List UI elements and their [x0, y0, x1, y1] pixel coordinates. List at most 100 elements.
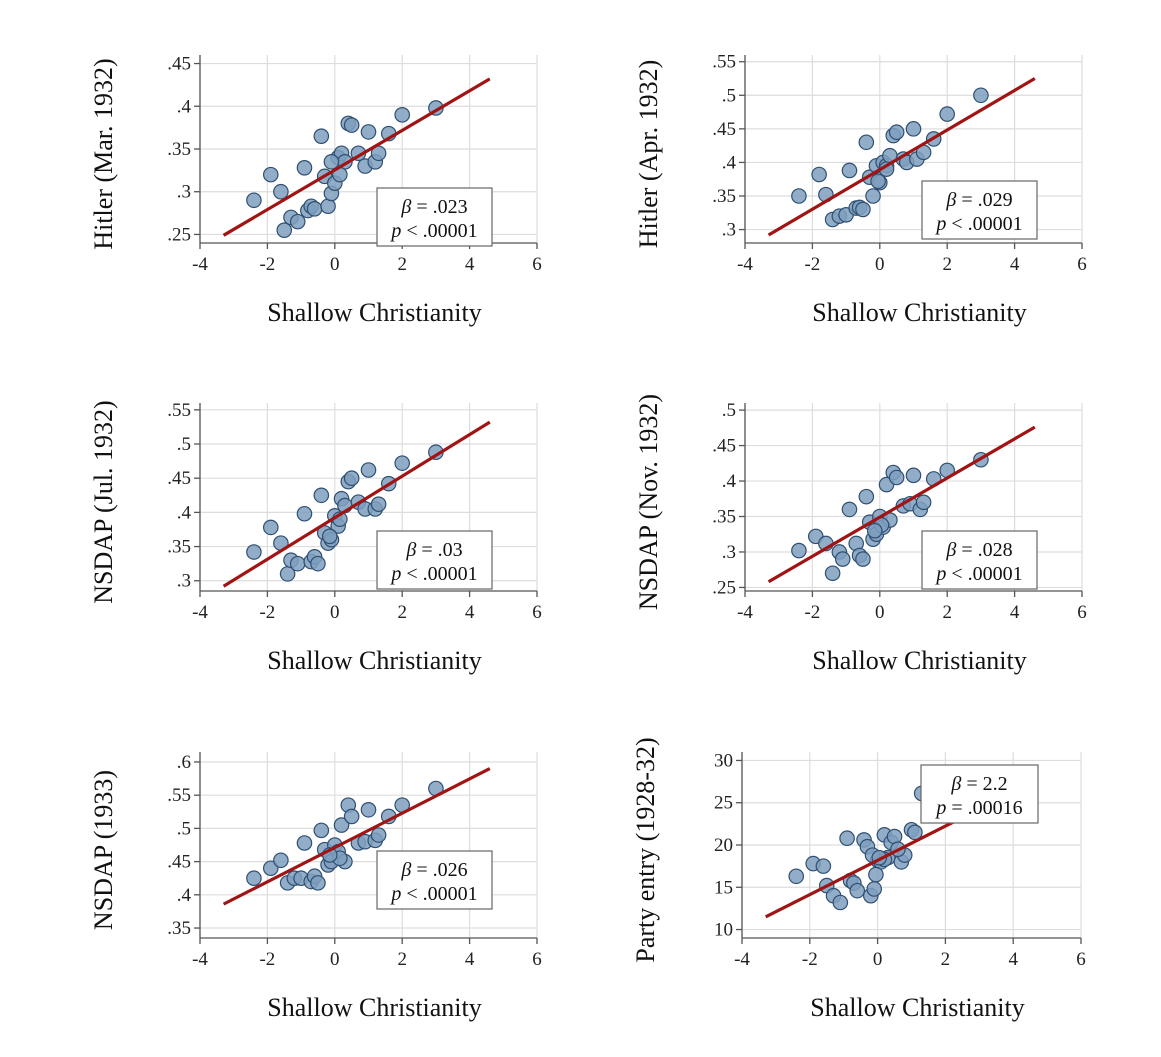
x-tick-label: 2: [397, 254, 407, 275]
scatter-point: [343, 808, 360, 825]
x-tick-label: 0: [330, 949, 340, 970]
scatter-point: [343, 470, 360, 486]
scatter-point: [360, 462, 377, 478]
x-tick-label: 4: [465, 602, 475, 623]
scatter-point: [865, 188, 881, 204]
annotation-box: [376, 850, 493, 910]
x-tick-label: -4: [737, 602, 753, 623]
x-tick-label: 0: [330, 602, 340, 623]
panel-4: -4 -2 0 2 4 6 .25 .3 .35 .4 .45 .5 Shallow Christian…: [634, 394, 1087, 675]
y-axis-label: NSDAP (Jul. 1932): [89, 400, 118, 603]
scatter-point: [289, 213, 306, 230]
beta-label: β = .028: [945, 539, 1012, 561]
scatter-point: [394, 455, 410, 471]
x-tick-label: -2: [804, 602, 820, 623]
p-value-label: p < .00001: [389, 220, 477, 242]
scatter-point: [839, 830, 855, 847]
p-value-label: p = .00016: [934, 797, 1022, 819]
annotation-box: [920, 764, 1039, 824]
scatter-point: [855, 201, 871, 218]
y-tick-label: 15: [714, 877, 733, 898]
y-tick-label: .45: [167, 54, 191, 75]
x-tick-label: -2: [804, 254, 820, 275]
p-value-label: p < .00001: [389, 883, 477, 905]
scatter-point: [273, 183, 289, 200]
y-tick-label: .35: [167, 918, 191, 939]
scatter-point: [868, 866, 884, 883]
scatter-point: [905, 467, 922, 484]
y-tick-label: .3: [177, 182, 191, 203]
x-axis-label: Shallow Christianity: [812, 646, 1027, 675]
x-axis-label: Shallow Christianity: [267, 298, 482, 327]
x-tick-label: 6: [1076, 949, 1086, 970]
scatter-point: [289, 555, 306, 572]
scatter-point: [791, 188, 807, 204]
scatter-point: [262, 166, 279, 183]
x-tick-label: 2: [942, 602, 952, 623]
y-axis-label: NSDAP (Nov. 1932): [634, 394, 663, 610]
y-tick-label: .55: [167, 785, 191, 806]
y-tick-label: .4: [177, 885, 192, 906]
y-tick-label: .5: [177, 434, 191, 455]
scatter-point: [973, 87, 989, 104]
y-tick-label: .4: [722, 152, 737, 173]
x-tick-label: -4: [192, 254, 208, 275]
p-value-label: p < .00001: [934, 563, 1022, 585]
x-tick-label: 0: [875, 254, 885, 275]
y-tick-label: .45: [712, 436, 736, 457]
scatter-point: [841, 162, 858, 179]
x-tick-label: 4: [465, 949, 475, 970]
beta-label: β = .026: [400, 859, 467, 881]
scatter-point: [858, 488, 875, 505]
x-tick-label: -4: [192, 949, 208, 970]
scatter-point: [246, 192, 262, 209]
y-tick-label: 30: [714, 750, 733, 771]
scatter-point: [866, 522, 883, 539]
x-tick-label: 2: [397, 602, 407, 623]
x-tick-label: 0: [330, 254, 340, 275]
y-tick-label: .5: [722, 85, 736, 106]
panel-2: -4 -2 0 2 4 6 .3 .35 .4 .45 .5 .55 Shallow Christian…: [634, 52, 1087, 327]
scatter-point: [273, 852, 289, 869]
fit-line: [222, 420, 491, 588]
x-tick-label: 6: [532, 602, 542, 623]
scatter-point: [360, 124, 377, 140]
x-tick-label: 6: [1077, 602, 1087, 623]
scatter-point: [394, 107, 410, 123]
x-tick-label: -2: [259, 602, 275, 623]
y-tick-label: 10: [714, 920, 733, 941]
annotation-box: [921, 180, 1038, 240]
scatter-point: [310, 875, 326, 891]
scatter-point: [870, 173, 886, 190]
y-tick-label: .45: [712, 119, 736, 140]
scatter-point: [246, 870, 262, 887]
annotation-box: [376, 187, 493, 247]
scatter-point: [866, 881, 883, 897]
y-tick-label: .25: [167, 224, 191, 245]
x-tick-label: 4: [465, 254, 475, 275]
scatter-point: [815, 858, 832, 874]
scatter-point: [886, 828, 903, 845]
scatter-point: [370, 496, 387, 512]
x-tick-label: -4: [737, 254, 753, 275]
beta-label: β = .03: [405, 539, 462, 561]
scatter-point: [343, 117, 360, 133]
x-axis-label: Shallow Christianity: [267, 993, 482, 1022]
scatter-point: [915, 494, 932, 511]
x-tick-label: 2: [941, 949, 951, 970]
annotation-box: [921, 530, 1038, 590]
y-tick-label: 25: [714, 793, 733, 814]
scatter-point: [888, 124, 905, 141]
y-tick-label: .55: [712, 52, 736, 73]
beta-label: β = .029: [945, 189, 1012, 211]
scatter-point: [849, 882, 866, 899]
y-tick-label: .3: [722, 542, 736, 563]
y-tick-label: .35: [712, 186, 736, 207]
scatter-point: [313, 128, 330, 144]
scatter-point: [791, 542, 807, 559]
scatter-point: [888, 469, 905, 486]
x-axis-label: Shallow Christianity: [267, 646, 482, 675]
scatter-point: [296, 835, 313, 851]
